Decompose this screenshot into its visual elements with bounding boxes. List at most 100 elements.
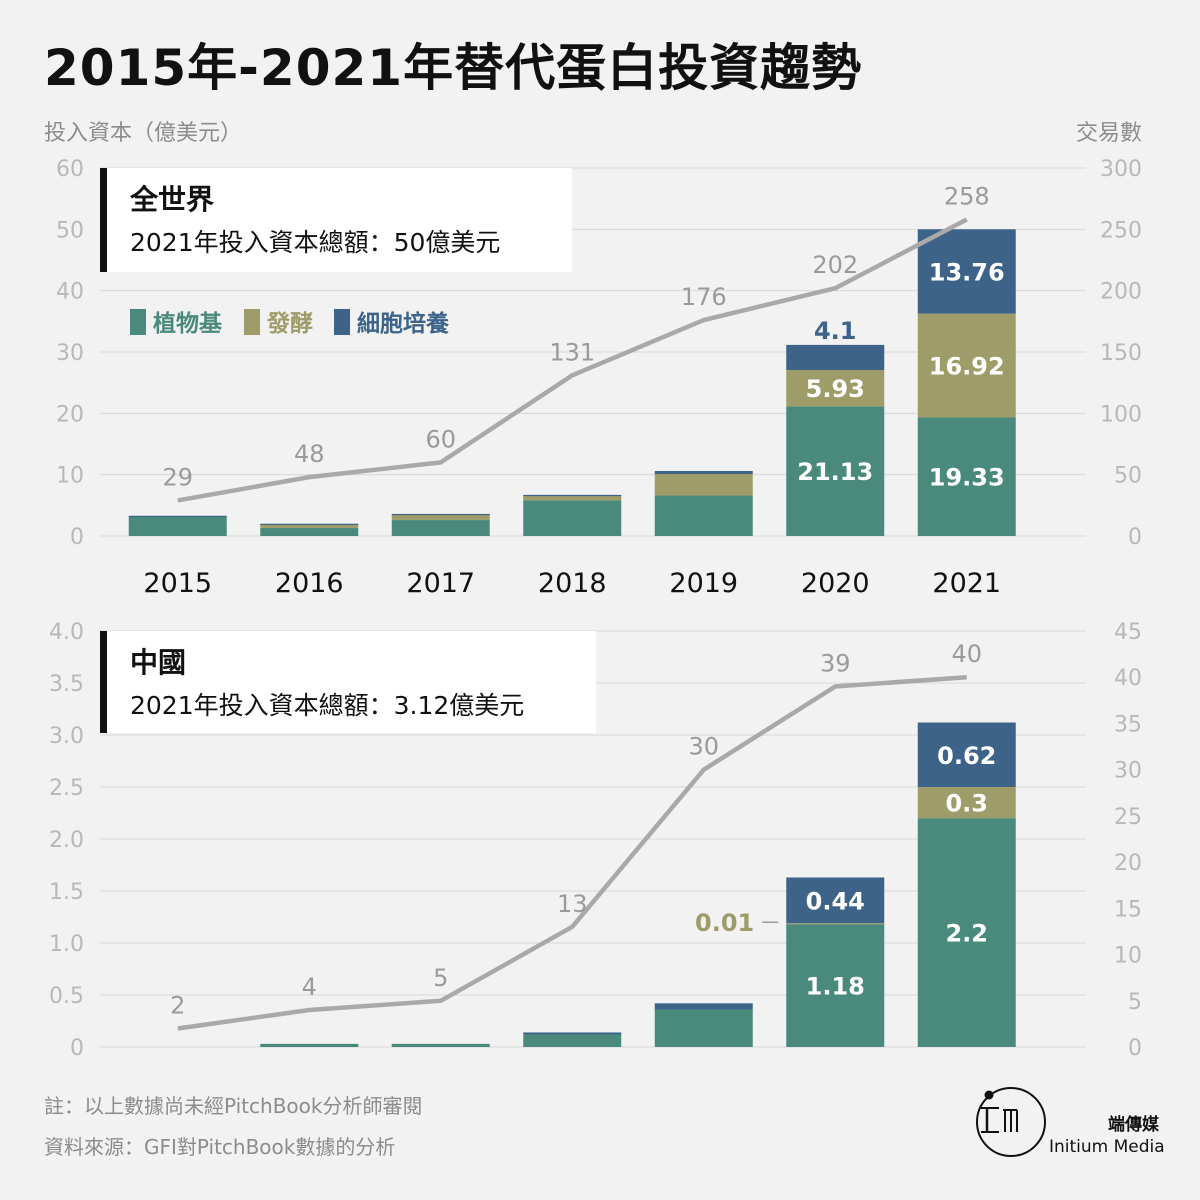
bar-segment [654, 495, 753, 536]
bar-value-label: 4.1 [814, 317, 857, 345]
deals-label: 13 [557, 890, 588, 918]
deals-label: 48 [294, 440, 325, 468]
y-tick-label: 30 [56, 341, 84, 366]
bar-segment [391, 514, 490, 521]
y-tick-label: 3.0 [49, 724, 84, 749]
bar-value-label: 16.92 [929, 353, 1005, 381]
deals-label: 131 [549, 338, 595, 366]
bar-segment [654, 470, 753, 475]
x-tick-label: 2019 [669, 568, 738, 599]
bar-segment [654, 1009, 753, 1047]
x-tick-label: 2017 [406, 568, 475, 599]
footnote-note: 註：以上數據尚未經PitchBook分析師審閱 [44, 1094, 423, 1118]
summary-box-accent [100, 631, 107, 733]
bar-segment [128, 515, 227, 517]
y-tick-label: 0 [70, 1036, 84, 1061]
y-tick-label: 3.5 [49, 672, 84, 697]
bar-value-label: 0.01 [695, 909, 754, 937]
y-tick-label: 40 [56, 280, 84, 305]
legend-swatch [334, 309, 350, 335]
bar-value-label: 0.3 [945, 790, 988, 818]
deals-label: 60 [425, 425, 456, 453]
bar-segment [391, 513, 490, 516]
y-tick-label: 0.5 [49, 984, 84, 1009]
bar-segment [654, 1003, 753, 1010]
bar-value-label: 19.33 [929, 464, 1005, 492]
deals-label: 30 [688, 733, 719, 761]
brand-name-en: Initium Media [1049, 1137, 1165, 1157]
deals-label: 39 [820, 649, 851, 677]
bar-segment [523, 495, 622, 501]
footnote-source: 資料來源：GFI對PitchBook數據的分析 [44, 1135, 396, 1159]
x-tick-label: 2016 [275, 568, 344, 599]
legend-swatch [130, 309, 146, 335]
y2-tick-label: 0 [1128, 525, 1142, 550]
deals-label: 176 [681, 283, 727, 311]
summary-box [100, 631, 596, 733]
bar-segment [917, 722, 1016, 787]
y2-tick-label: 20 [1114, 851, 1142, 876]
bar-segment [917, 787, 1016, 819]
legend-label: 發酵 [266, 310, 313, 337]
bar-segment [917, 818, 1016, 1047]
deals-line [177, 674, 967, 1031]
y-tick-label: 1.5 [49, 880, 84, 905]
bar-segment [128, 516, 227, 536]
left-axis-label: 投入資本（億美元） [44, 121, 242, 146]
y2-tick-label: 25 [1114, 805, 1142, 830]
bar-segment [260, 523, 359, 525]
bar-segment [786, 923, 885, 925]
y2-tick-label: 35 [1114, 712, 1142, 737]
bar-segment [654, 474, 753, 496]
bar-segment [260, 1043, 359, 1047]
y-tick-label: 10 [56, 464, 84, 489]
summary-box-accent [100, 168, 107, 272]
deals-label: 202 [812, 251, 858, 279]
deals-label: 258 [944, 183, 990, 211]
deals-label: 2 [170, 992, 185, 1020]
summary-box-title: 全世界 [129, 183, 214, 216]
deals-label: 5 [433, 964, 448, 992]
y2-tick-label: 5 [1128, 990, 1142, 1015]
y2-tick-label: 40 [1114, 666, 1142, 691]
bar-segment [260, 524, 359, 529]
legend-swatch [244, 309, 260, 335]
bar-value-label: 0.44 [806, 887, 865, 915]
y-tick-label: 50 [56, 218, 84, 243]
y-tick-label: 0 [70, 525, 84, 550]
y2-tick-label: 10 [1114, 944, 1142, 969]
y-tick-label: 4.0 [49, 620, 84, 645]
bar-segment [786, 344, 885, 371]
page-title: 2015年-2021年替代蛋白投資趨勢 [44, 39, 863, 97]
logo-mark-icon [976, 1087, 1046, 1157]
summary-box-subtitle: 2021年投入資本總額：3.12億美元 [130, 691, 524, 720]
y2-tick-label: 250 [1100, 218, 1142, 243]
bar-segment [917, 417, 1016, 536]
y2-tick-label: 0 [1128, 1036, 1142, 1061]
y-tick-label: 2.0 [49, 828, 84, 853]
y-tick-label: 1.0 [49, 932, 84, 957]
y2-tick-label: 100 [1100, 402, 1142, 427]
bar-segment [786, 406, 885, 536]
bar-segment [917, 313, 1016, 418]
right-axis-label: 交易數 [1076, 121, 1142, 146]
x-tick-label: 2015 [143, 568, 212, 599]
y-tick-label: 20 [56, 402, 84, 427]
y2-tick-label: 50 [1114, 464, 1142, 489]
summary-box-subtitle: 2021年投入資本總額：50億美元 [130, 228, 500, 257]
bar-value-label: 2.2 [945, 920, 988, 948]
bar-segment [786, 924, 885, 1047]
bar-segment [260, 528, 359, 536]
bar-segment [523, 500, 622, 536]
bar-value-label: 1.18 [806, 973, 865, 1001]
y2-tick-label: 300 [1100, 157, 1142, 182]
bar-value-label: 0.62 [937, 742, 996, 770]
y2-tick-label: 30 [1114, 759, 1142, 784]
bar-segment [523, 1032, 622, 1035]
bar-segment [391, 520, 490, 536]
bar-segment [391, 1043, 490, 1047]
y-tick-label: 2.5 [49, 776, 84, 801]
legend-label: 細胞培養 [357, 310, 450, 337]
bar-value-label: 21.13 [797, 458, 873, 486]
